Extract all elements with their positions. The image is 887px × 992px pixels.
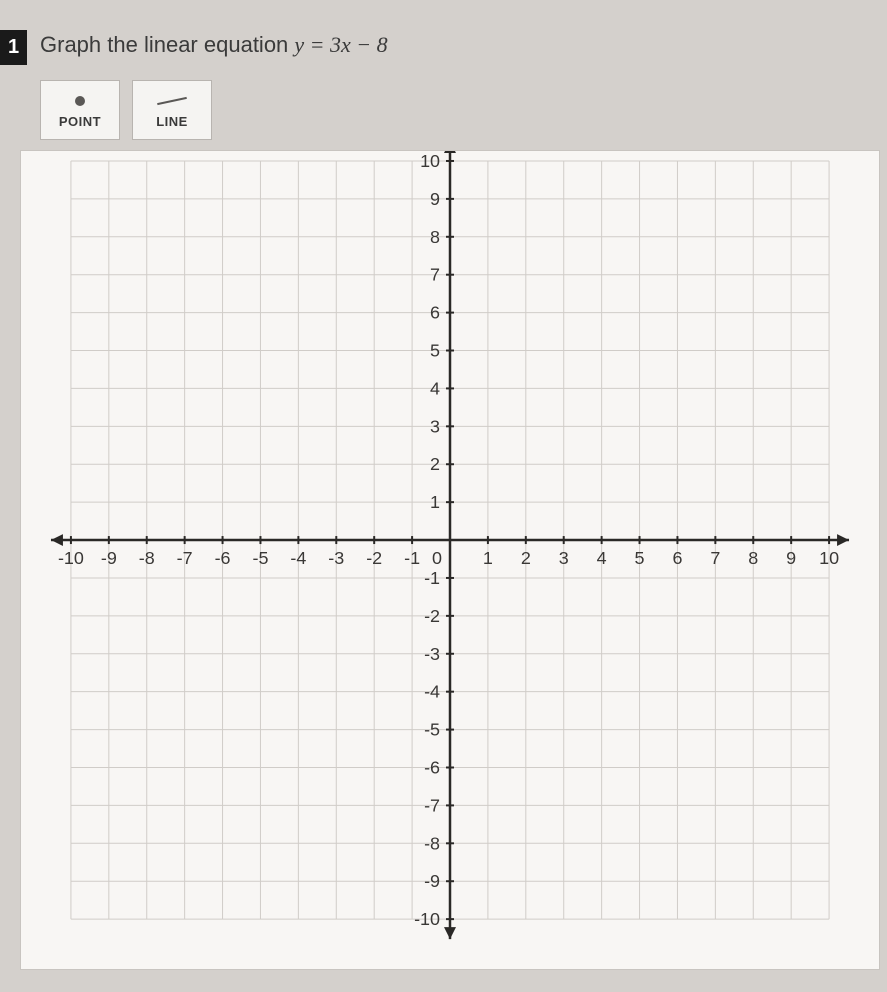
svg-text:-1: -1 bbox=[404, 548, 420, 568]
svg-text:8: 8 bbox=[430, 227, 440, 247]
svg-text:-6: -6 bbox=[215, 548, 231, 568]
svg-text:9: 9 bbox=[430, 189, 440, 209]
svg-text:-9: -9 bbox=[424, 871, 440, 891]
svg-text:-10: -10 bbox=[58, 548, 84, 568]
svg-text:7: 7 bbox=[710, 548, 720, 568]
svg-text:10: 10 bbox=[420, 151, 440, 171]
svg-text:4: 4 bbox=[430, 378, 440, 398]
svg-text:-10: -10 bbox=[414, 909, 440, 929]
svg-text:8: 8 bbox=[748, 548, 758, 568]
graph-svg[interactable]: -10-9-8-7-6-5-4-3-2-11234567891012345678… bbox=[21, 151, 879, 969]
drawing-toolbar: POINT LINE bbox=[40, 80, 212, 140]
equation-text: y = 3x − 8 bbox=[294, 32, 387, 57]
svg-text:-3: -3 bbox=[424, 644, 440, 664]
svg-text:2: 2 bbox=[430, 454, 440, 474]
svg-text:-8: -8 bbox=[139, 548, 155, 568]
point-icon bbox=[75, 92, 85, 110]
svg-text:4: 4 bbox=[597, 548, 607, 568]
prompt-text: Graph the linear equation bbox=[40, 32, 288, 57]
svg-text:9: 9 bbox=[786, 548, 796, 568]
svg-text:5: 5 bbox=[430, 340, 440, 360]
question-prompt: Graph the linear equation y = 3x − 8 bbox=[40, 32, 388, 58]
svg-text:-1: -1 bbox=[424, 568, 440, 588]
svg-text:-5: -5 bbox=[424, 720, 440, 740]
question-number-badge: 1 bbox=[0, 30, 27, 65]
svg-text:-3: -3 bbox=[328, 548, 344, 568]
svg-text:-6: -6 bbox=[424, 757, 440, 777]
svg-text:-2: -2 bbox=[424, 606, 440, 626]
svg-text:-5: -5 bbox=[252, 548, 268, 568]
svg-text:2: 2 bbox=[521, 548, 531, 568]
svg-text:3: 3 bbox=[559, 548, 569, 568]
line-tool-button[interactable]: LINE bbox=[132, 80, 212, 140]
svg-text:6: 6 bbox=[430, 303, 440, 323]
svg-text:5: 5 bbox=[635, 548, 645, 568]
svg-text:-7: -7 bbox=[177, 548, 193, 568]
svg-text:10: 10 bbox=[819, 548, 839, 568]
svg-text:0: 0 bbox=[432, 548, 442, 568]
svg-text:-7: -7 bbox=[424, 795, 440, 815]
svg-text:-9: -9 bbox=[101, 548, 117, 568]
svg-text:-4: -4 bbox=[290, 548, 306, 568]
svg-text:3: 3 bbox=[430, 416, 440, 436]
point-tool-button[interactable]: POINT bbox=[40, 80, 120, 140]
coordinate-plane[interactable]: -10-9-8-7-6-5-4-3-2-11234567891012345678… bbox=[20, 150, 880, 970]
line-tool-label: LINE bbox=[156, 114, 188, 129]
svg-text:1: 1 bbox=[430, 492, 440, 512]
svg-text:1: 1 bbox=[483, 548, 493, 568]
svg-text:7: 7 bbox=[430, 265, 440, 285]
line-icon bbox=[157, 92, 187, 110]
point-tool-label: POINT bbox=[59, 114, 101, 129]
svg-text:-4: -4 bbox=[424, 682, 440, 702]
svg-text:6: 6 bbox=[672, 548, 682, 568]
svg-text:-8: -8 bbox=[424, 833, 440, 853]
svg-text:-2: -2 bbox=[366, 548, 382, 568]
